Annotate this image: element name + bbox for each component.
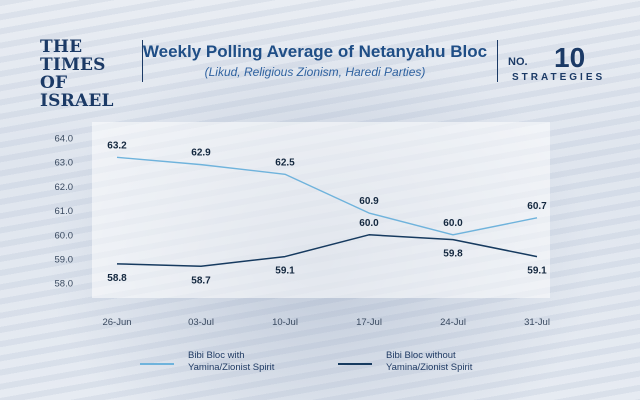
x-tick-label: 24-Jul (440, 317, 466, 328)
header: THE TIMES OF ISRAEL Weekly Polling Avera… (0, 0, 640, 110)
brand-number: 10 (554, 42, 586, 73)
data-label-with-yamina: 63.2 (107, 140, 127, 151)
x-tick-label: 10-Jul (272, 317, 298, 328)
data-label-with-yamina: 62.5 (275, 157, 295, 168)
data-label-without-yamina: 58.8 (107, 273, 127, 284)
data-label-with-yamina: 60.9 (359, 196, 379, 207)
brand-no-label: NO. (508, 56, 528, 68)
y-tick-label: 60.0 (55, 230, 74, 241)
data-label-without-yamina: 58.7 (191, 275, 211, 286)
legend-swatch-without-yamina (338, 363, 372, 365)
header-divider-left (142, 40, 143, 82)
y-tick-label: 63.0 (55, 158, 74, 169)
series-line-with-yamina (116, 156, 538, 236)
data-label-without-yamina: 60.0 (359, 218, 379, 229)
data-label-without-yamina: 59.8 (443, 249, 463, 260)
legend-label-with-yamina-line2: Yamina/Zionist Spirit (188, 362, 275, 373)
y-tick-label: 58.0 (55, 279, 74, 290)
legend-label-without-yamina-line2: Yamina/Zionist Spirit (386, 362, 473, 373)
data-label-with-yamina: 60.7 (527, 201, 547, 212)
data-label-with-yamina: 62.9 (191, 148, 211, 159)
data-label-without-yamina: 59.1 (275, 266, 295, 277)
data-label-without-yamina: 59.1 (527, 266, 547, 277)
y-tick-label: 62.0 (55, 182, 74, 193)
x-tick-label: 31-Jul (524, 317, 550, 328)
legend-label-without-yamina-line1: Bibi Bloc without (386, 350, 456, 361)
chart-subtitle: (Likud, Religious Zionism, Haredi Partie… (204, 65, 426, 79)
legend-swatch-with-yamina (140, 363, 174, 365)
series-line-without-yamina (116, 234, 538, 268)
y-tick-label: 64.0 (55, 134, 74, 145)
chart-plot-area (92, 122, 550, 298)
logo-line-1: THE TIMES (40, 37, 106, 75)
logo-line-2: OF ISRAEL (40, 73, 114, 111)
chart-title: Weekly Polling Average of Netanyahu Bloc (142, 42, 488, 61)
legend-label-without-yamina: Bibi Bloc without Yamina/Zionist Spirit (386, 350, 536, 374)
y-tick-label: 61.0 (55, 206, 74, 217)
x-tick-label: 26-Jun (102, 317, 131, 328)
x-tick-label: 03-Jul (188, 317, 214, 328)
legend-label-with-yamina-line1: Bibi Bloc with (188, 350, 245, 361)
x-tick-label: 17-Jul (356, 317, 382, 328)
legend-label-with-yamina: Bibi Bloc with Yamina/Zionist Spirit (188, 350, 338, 374)
y-tick-label: 59.0 (55, 255, 74, 266)
data-label-with-yamina: 60.0 (443, 218, 463, 229)
header-divider-right (497, 40, 498, 82)
brand-subtitle: STRATEGIES (512, 72, 606, 83)
times-of-israel-logo: THE TIMES OF ISRAEL (40, 38, 136, 110)
